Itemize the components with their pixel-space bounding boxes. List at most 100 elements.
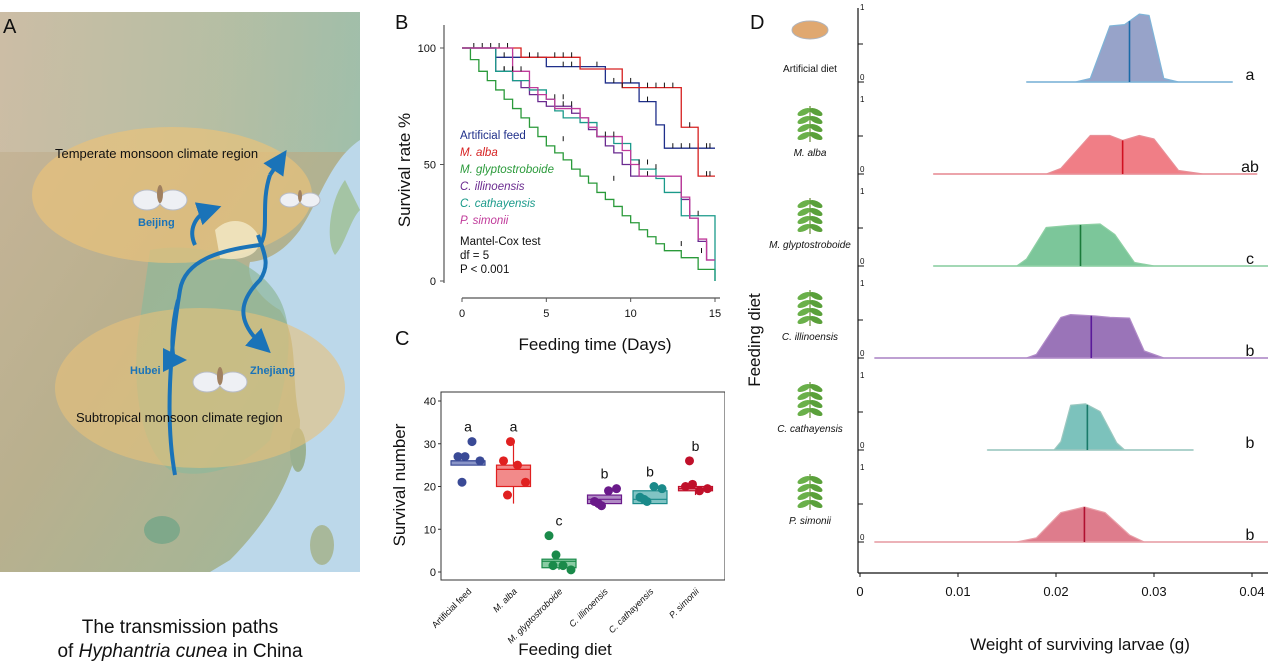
leaflet [796, 114, 811, 125]
legend-entry: P. simonii [460, 215, 509, 227]
data-point [458, 478, 467, 487]
leaflet [796, 106, 811, 117]
x-tick-label: 0.04 [1239, 584, 1264, 599]
ridge-tick-0: 0 [860, 73, 865, 82]
leaflet [808, 114, 823, 125]
leaflet [796, 306, 811, 317]
y-tick-label: 0 [430, 567, 436, 579]
x-tick-label: 0.02 [1043, 584, 1068, 599]
caption-line-2: of Hyphantria cunea in China [0, 640, 360, 664]
significance-letter: a [464, 419, 472, 435]
ridge-tick-1: 1 [860, 3, 865, 12]
map-caption: The transmission paths of Hyphantria cun… [0, 616, 360, 664]
significance-letter: b [1246, 435, 1255, 452]
significance-letter: b [646, 464, 654, 480]
data-point [545, 531, 554, 540]
leaflet [808, 490, 823, 501]
y-tick-label: 10 [424, 524, 436, 536]
data-point [476, 456, 485, 465]
test-annotation: Mantel-Cox test [460, 236, 541, 248]
leaflet [796, 198, 811, 209]
x-tick-label: Artificial feed [430, 586, 474, 630]
x-tick-label: 0 [459, 308, 465, 320]
y-tick-label: 0 [430, 276, 436, 288]
leaflet [796, 290, 811, 301]
leaflet [796, 130, 811, 141]
significance-letter: b [692, 438, 700, 454]
leaflet [808, 222, 823, 233]
leaflet [796, 398, 811, 409]
x-tick-label: P. simonii [667, 586, 702, 621]
data-point [703, 484, 712, 493]
diet-label: M. glyptostroboide [769, 240, 851, 251]
legend-entry: M. glyptostroboide [460, 164, 554, 176]
leaflet [808, 214, 823, 225]
legend-entry: Artificial feed [460, 130, 526, 142]
leaflet [796, 390, 811, 401]
survival-line-5 [462, 48, 715, 260]
data-point [688, 480, 697, 489]
leaflet [808, 498, 823, 509]
leaflet [796, 382, 811, 393]
leaflet [796, 214, 811, 225]
diet-label: C. cathayensis [777, 424, 843, 435]
leaflet [796, 206, 811, 217]
x-tick-label: C. illinoensis [567, 586, 610, 629]
data-point [695, 486, 704, 495]
data-point [503, 491, 512, 500]
density-ridge-1 [934, 136, 1257, 175]
density-ridge-2 [934, 224, 1268, 266]
x-tick-label: M. alba [491, 586, 519, 614]
x-tick-label: 5 [543, 308, 549, 320]
x-tick-label: 15 [709, 308, 721, 320]
ridge-tick-1: 1 [860, 95, 865, 104]
beijing-label: Beijing [138, 217, 175, 229]
leaflet [808, 406, 823, 417]
significance-letter: c [1246, 251, 1254, 268]
leaflet [808, 390, 823, 401]
leaf-icon [796, 106, 823, 142]
leaf-icon [796, 474, 823, 510]
leaflet [796, 122, 811, 133]
x-tick-label: 10 [625, 308, 637, 320]
leaflet [796, 498, 811, 509]
survival-line-3 [462, 48, 715, 260]
data-point [594, 499, 603, 508]
data-point [549, 561, 558, 570]
transmission-map: Temperate monsoon climate region Subtrop… [0, 0, 360, 662]
data-point [685, 456, 694, 465]
zhejiang-label: Zhejiang [250, 365, 295, 377]
data-point [461, 452, 470, 461]
leaflet [808, 306, 823, 317]
diet-label: M. alba [794, 148, 827, 159]
significance-letter: a [510, 419, 518, 435]
ridge-tick-0: 0 [860, 349, 865, 358]
x-tick-label: 0.01 [945, 584, 970, 599]
leaflet [808, 198, 823, 209]
y-tick-label: 50 [424, 160, 436, 172]
hubei-label: Hubei [130, 365, 161, 377]
significance-letter: b [1246, 343, 1255, 360]
ridge-tick-1: 1 [860, 279, 865, 288]
leaf-icon [796, 198, 823, 234]
ridge-tick-1: 1 [860, 187, 865, 196]
x-tick-label: C. cathayensis [607, 586, 656, 635]
leaflet [808, 298, 823, 309]
diet-label: C. illinoensis [782, 332, 838, 343]
significance-letter: c [556, 513, 563, 529]
data-point [521, 478, 530, 487]
ridge-tick-0: 0 [860, 257, 865, 266]
y-axis-title: Survival number [390, 423, 409, 546]
panel-a-letter: A [3, 16, 16, 39]
y-axis-title: Survival rate % [395, 113, 414, 227]
significance-letter: a [1246, 67, 1255, 84]
legend-entry: C. cathayensis [460, 198, 536, 210]
leaflet [796, 314, 811, 325]
leaflet [808, 382, 823, 393]
leaflet [808, 398, 823, 409]
ridge-tick-1: 1 [860, 371, 865, 380]
y-tick-label: 40 [424, 396, 436, 408]
data-point [513, 461, 522, 470]
subtropical-region-label: Subtropical monsoon climate region [76, 410, 283, 425]
